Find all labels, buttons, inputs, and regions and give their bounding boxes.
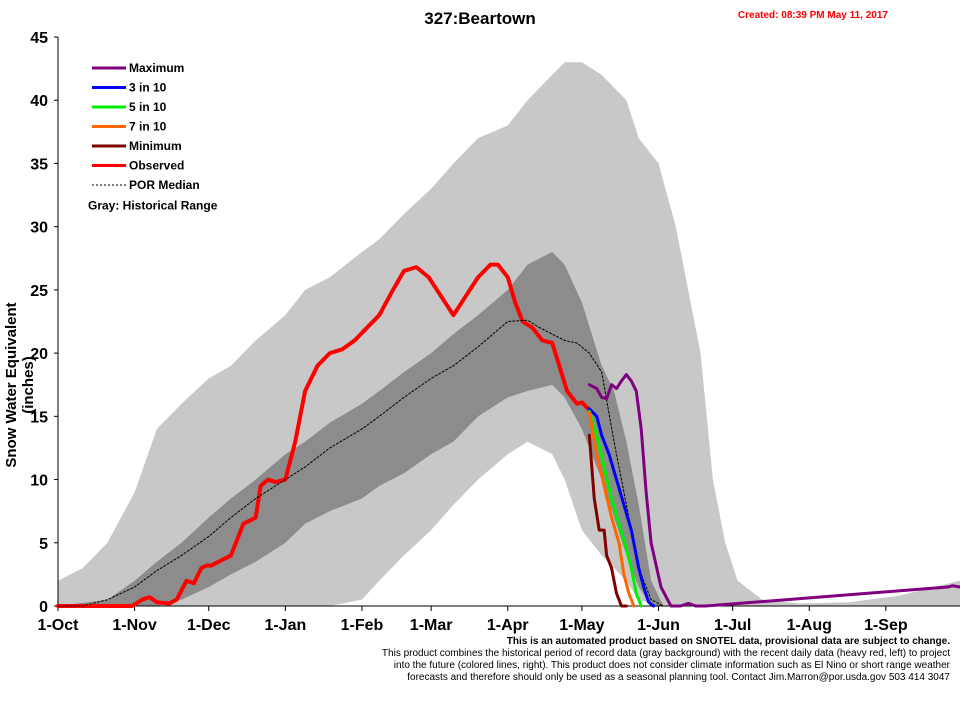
y-tick-label: 20 — [30, 346, 48, 363]
x-tick-label: 1-Apr — [487, 617, 529, 634]
y-tick-label: 0 — [39, 599, 48, 616]
y-tick-label: 25 — [30, 283, 48, 300]
x-tick-label: 1-Jul — [714, 617, 751, 634]
x-tick-label: 1-Mar — [410, 617, 453, 634]
series-line-3-in-10 — [587, 407, 656, 608]
central-range-band — [58, 251, 664, 606]
x-tick-label: 1-Aug — [787, 617, 832, 634]
x-tick-label: 1-Nov — [112, 617, 157, 634]
x-tick-label: 1-Dec — [187, 617, 231, 634]
y-tick-label: 5 — [39, 536, 48, 553]
y-tick-label: 15 — [30, 409, 48, 426]
legend-label-observed: Observed — [129, 159, 184, 173]
x-tick-label: 1-Feb — [341, 617, 384, 634]
legend-label-5-in-10: 5 in 10 — [129, 100, 167, 114]
x-tick-label: 1-Sep — [864, 617, 908, 634]
legend-label-maximum: Maximum — [129, 61, 184, 75]
page-title: 327:Beartown — [424, 9, 536, 28]
x-tick-label: 1-Jan — [264, 617, 306, 634]
legend-label-3-in-10: 3 in 10 — [129, 81, 167, 95]
x-tick-label: 1-May — [559, 617, 604, 634]
y-tick-label: 40 — [30, 93, 48, 110]
legend-label-minimum: Minimum — [129, 139, 182, 153]
series-line-por-median — [57, 319, 677, 607]
series-line-7-in-10 — [587, 411, 636, 608]
footer-line-3: forecasts and therefore should only be u… — [407, 672, 950, 683]
y-tick-label: 30 — [30, 220, 48, 237]
series-line-5-in-10 — [587, 409, 643, 608]
y-tick-label: 45 — [30, 30, 48, 47]
footer-line-2: into the future (colored lines, right). … — [393, 660, 950, 671]
legend-label-por-median: POR Median — [129, 178, 200, 192]
footer-line-1: This product combines the historical per… — [381, 648, 950, 659]
legend-label-7-in-10: 7 in 10 — [129, 120, 167, 134]
footer-note: This is an automated product based on SN… — [300, 636, 950, 684]
legend-note: Gray: Historical Range — [88, 199, 218, 213]
footer-lead: This is an automated product based on SN… — [506, 636, 950, 647]
y-tick-label: 10 — [30, 473, 48, 490]
series-line-maximum — [587, 373, 960, 608]
created-timestamp: Created: 08:39 PM May 11, 2017 — [737, 10, 888, 21]
series-line-minimum — [587, 433, 628, 608]
series-line-observed — [56, 262, 592, 608]
y-tick-label: 35 — [30, 156, 48, 173]
x-tick-label: 1-Jun — [637, 617, 680, 634]
x-tick-label: 1-Oct — [38, 617, 80, 634]
